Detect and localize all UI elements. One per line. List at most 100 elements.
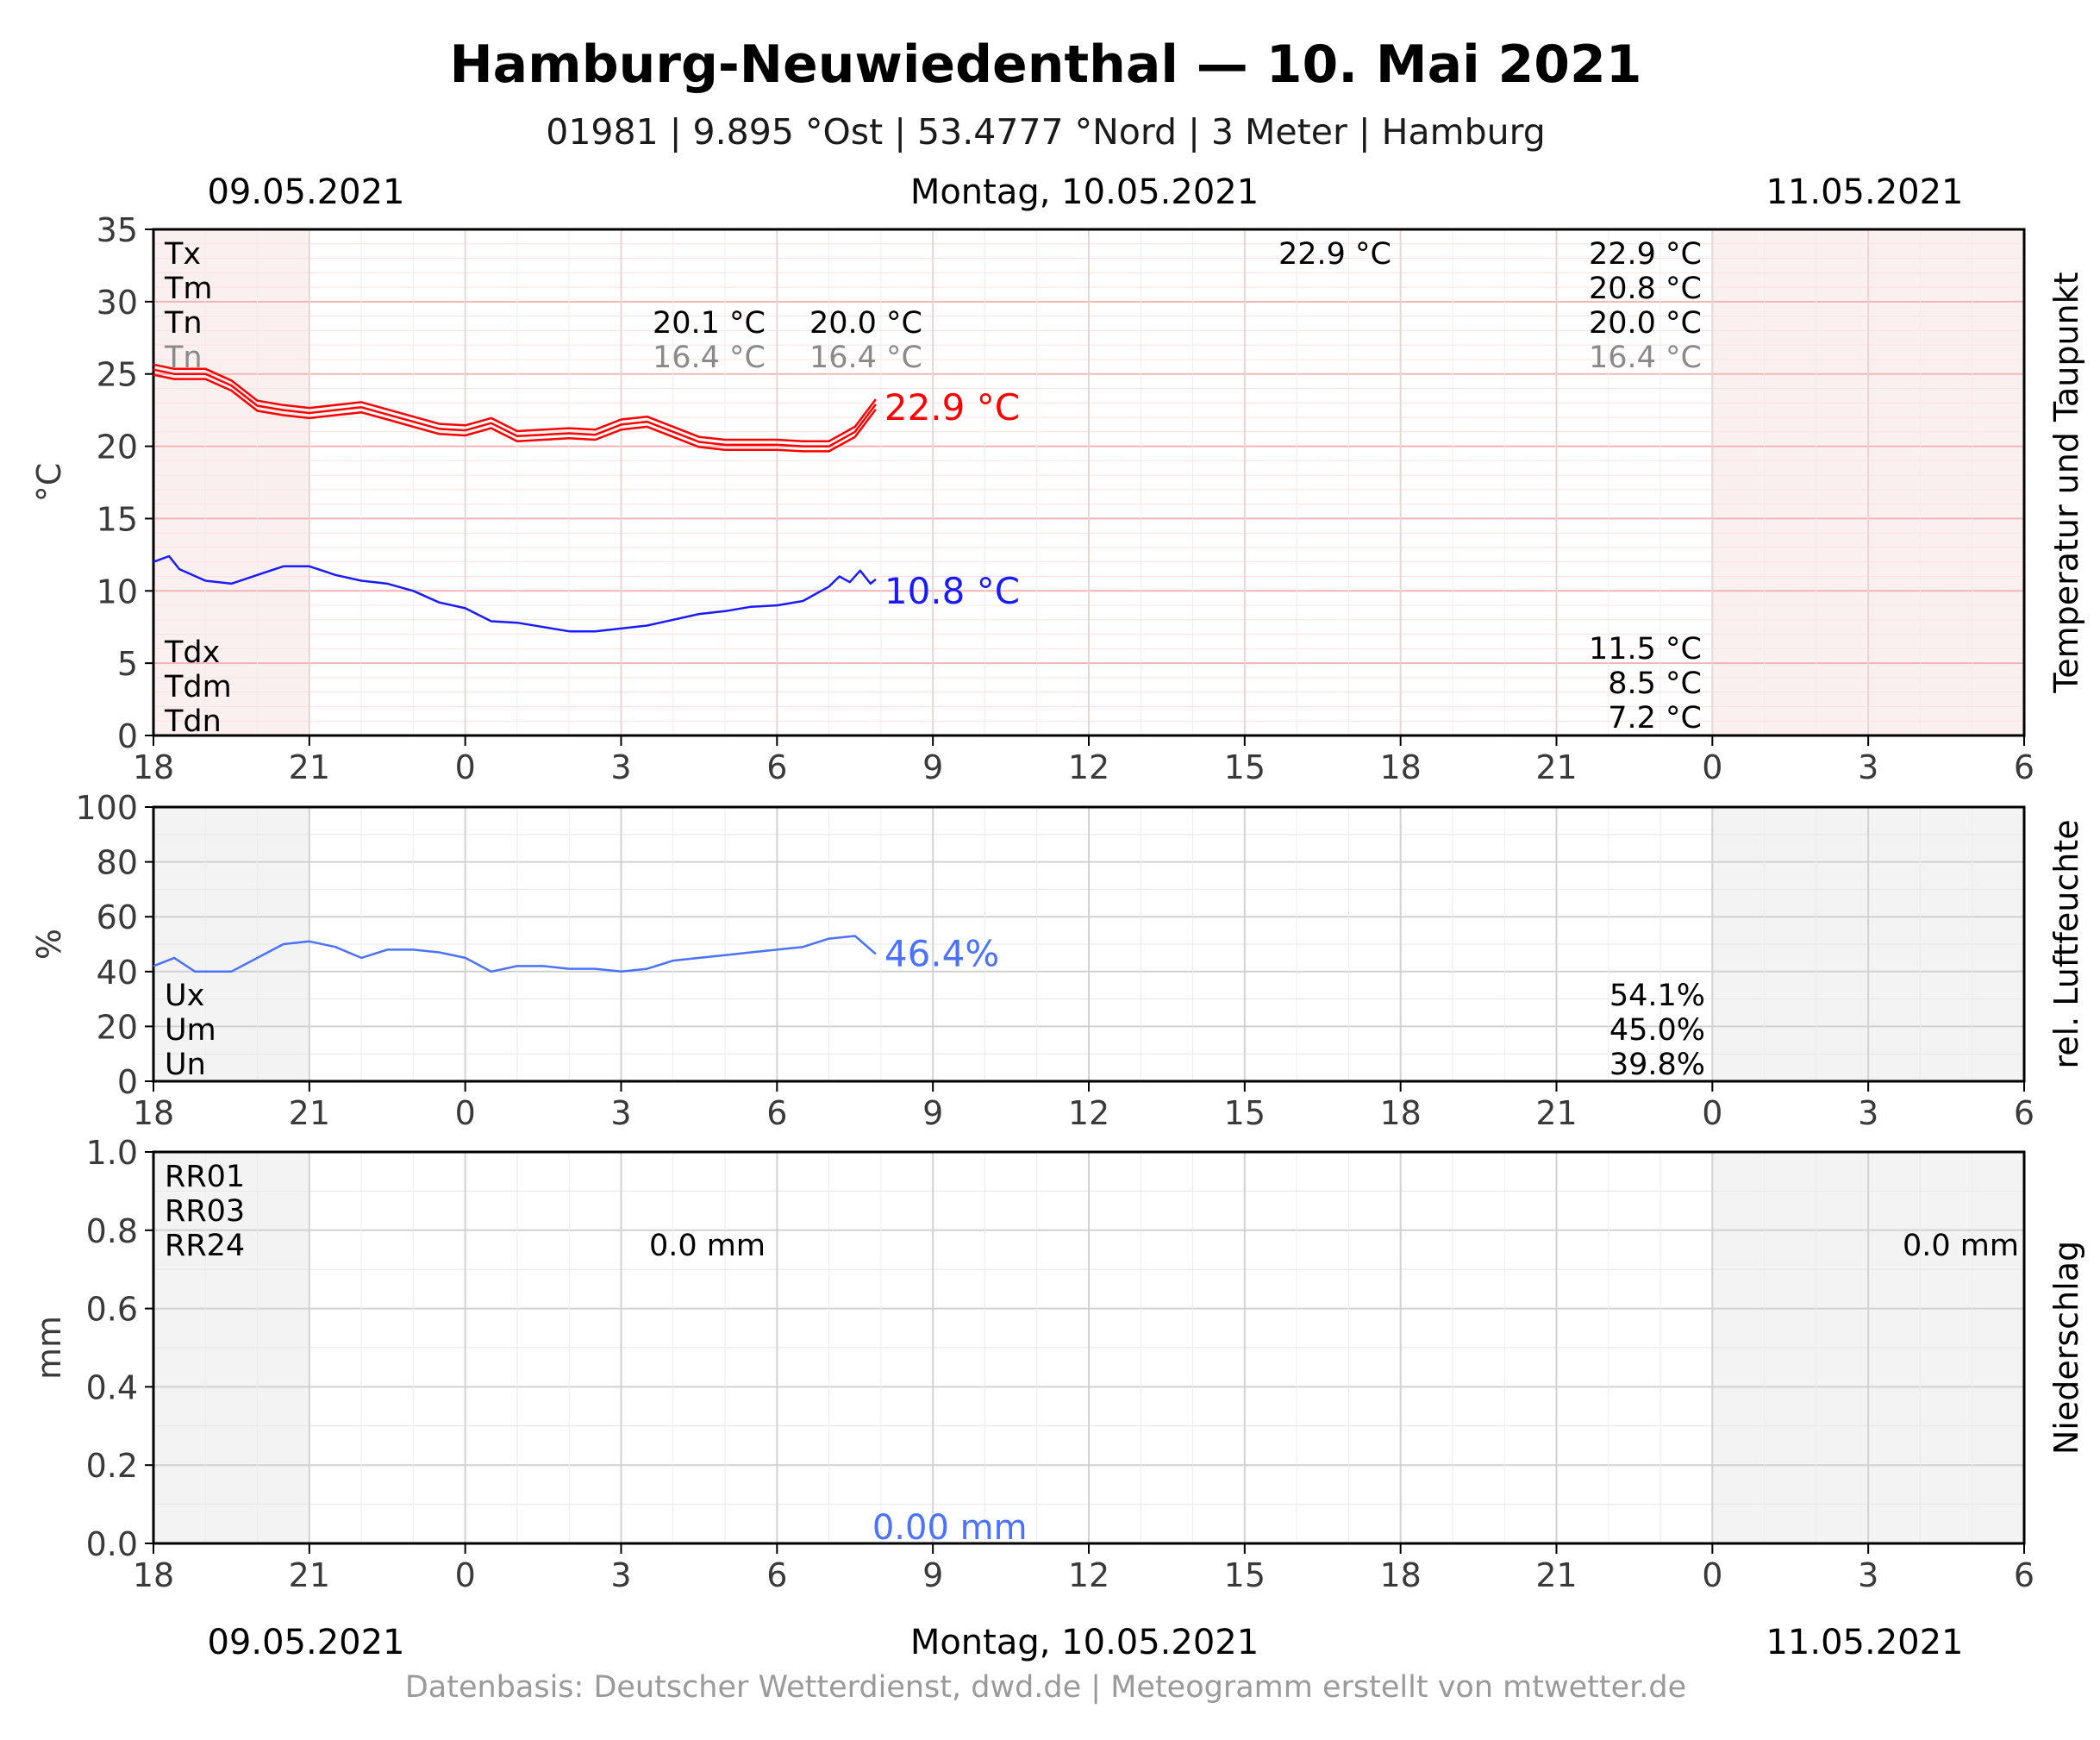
- dew-stat-label: Tdm: [164, 670, 232, 704]
- y-tick-label: 5: [117, 645, 138, 683]
- date-center-top: Montag, 10.05.2021: [910, 172, 1259, 212]
- chart-title: Hamburg-Neuwiedenthal — 10. Mai 2021: [449, 34, 1641, 95]
- humidity-last-label: 46.4%: [884, 932, 999, 974]
- x-tick-label: 15: [1224, 1556, 1266, 1594]
- stat-label: Tn: [164, 306, 203, 341]
- x-tick-label: 18: [1379, 748, 1421, 786]
- stat-tn-a: 20.1 °C: [653, 306, 766, 341]
- y-tick-label: 1.0: [86, 1134, 138, 1172]
- y-tick-label: 10: [97, 573, 138, 610]
- x-tick-label: 0: [455, 748, 476, 786]
- side-label: Temperatur und Taupunkt: [2047, 272, 2085, 693]
- x-tick-label: 21: [1535, 748, 1577, 786]
- y-tick-label: 0.2: [86, 1447, 138, 1485]
- y-tick-label: 35: [97, 211, 138, 249]
- x-tick-label: 0: [1702, 1094, 1722, 1132]
- x-tick-label: 0: [1702, 1556, 1722, 1594]
- x-tick-label: 18: [133, 1556, 174, 1594]
- side-label: Niederschlag: [2047, 1241, 2085, 1455]
- x-tick-label: 3: [610, 1556, 631, 1594]
- humidity-stat-value: 54.1%: [1609, 979, 1705, 1013]
- y-tick-label: 60: [97, 898, 138, 936]
- x-tick-label: 9: [922, 748, 943, 786]
- x-tick-label: 3: [1858, 1556, 1878, 1594]
- stat-label: Tn: [164, 341, 203, 375]
- y-tick-label: 80: [97, 844, 138, 882]
- humidity-stat-label: Un: [165, 1048, 206, 1082]
- temperature-line-max: [153, 363, 877, 442]
- temperature-panel: 18 21 0 3 6 9 12 15 18 21 0 3 6 0 5 10 15 20 25 30 35 °C Tempe…: [30, 211, 2085, 786]
- precip-stat-mid: 0.0 mm: [649, 1229, 766, 1263]
- y-tick-label: 0.4: [86, 1368, 138, 1406]
- dew-stat-value: 7.2 °C: [1608, 701, 1702, 735]
- x-tick-label: 3: [610, 1094, 631, 1132]
- stat-label: Tm: [164, 272, 212, 306]
- x-tick-label: 21: [289, 1556, 330, 1594]
- dew-stat-label: Tdx: [164, 635, 220, 670]
- night-shade-left: [153, 229, 309, 735]
- date-center-bottom: Montag, 10.05.2021: [910, 1623, 1259, 1662]
- dew-stat-label: Tdn: [164, 704, 222, 739]
- precip-stat-label: RR24: [165, 1229, 245, 1263]
- stat-value-right: 16.4 °C: [1589, 341, 1702, 375]
- dewpoint-last-label: 10.8 °C: [884, 570, 1020, 612]
- stat-dn-b: 16.4 °C: [809, 341, 922, 375]
- stat-tx-day: 22.9 °C: [1278, 237, 1391, 272]
- y-tick-label: 15: [97, 500, 138, 538]
- y-axis-label: °C: [30, 463, 68, 503]
- x-tick-label: 6: [2014, 1556, 2034, 1594]
- y-axis-label: mm: [30, 1316, 68, 1380]
- stat-dn-a: 16.4 °C: [653, 341, 766, 375]
- x-tick-label: 0: [455, 1094, 476, 1132]
- x-tick-label: 12: [1068, 1556, 1109, 1594]
- humidity-stat-value: 39.8%: [1609, 1048, 1705, 1082]
- x-tick-label: 18: [133, 1094, 174, 1132]
- x-tick-label: 18: [1379, 1556, 1421, 1594]
- x-tick-label: 12: [1068, 748, 1109, 786]
- x-tick-label: 21: [1535, 1556, 1577, 1594]
- precipitation-panel: 18 21 0 3 6 9 12 15 18 21 0 3 6 0.0 0.2 0.4 0.6 0.8 1.0 mm N…: [30, 1134, 2085, 1594]
- x-tick-label: 6: [766, 1094, 787, 1132]
- x-tick-label: 15: [1224, 1094, 1266, 1132]
- stat-value-right: 20.0 °C: [1589, 306, 1702, 341]
- y-tick-label: 0.6: [86, 1291, 138, 1329]
- stat-value-right: 20.8 °C: [1589, 272, 1702, 306]
- humidity-line: [153, 935, 877, 973]
- x-tick-label: 6: [2014, 748, 2034, 786]
- x-tick-label: 21: [1535, 1094, 1577, 1132]
- side-label: rel. Luftfeuchte: [2047, 819, 2085, 1068]
- humidity-stat-label: Um: [165, 1013, 216, 1048]
- x-tick-label: 3: [1858, 1094, 1878, 1132]
- x-tick-label: 12: [1068, 1094, 1109, 1132]
- dewpoint-line: [153, 554, 877, 633]
- x-tick-label: 21: [289, 748, 330, 786]
- dew-stat-value: 11.5 °C: [1589, 632, 1702, 667]
- date-right-top: 11.05.2021: [1766, 172, 1963, 212]
- dew-stat-value: 8.5 °C: [1608, 667, 1702, 701]
- x-tick-label: 9: [922, 1556, 943, 1594]
- x-tick-label: 21: [289, 1094, 330, 1132]
- precip-stat-right: 0.0 mm: [1903, 1229, 2019, 1263]
- x-tick-label: 6: [2014, 1094, 2034, 1132]
- y-tick-label: 20: [97, 429, 138, 466]
- precip-last-label: 0.00 mm: [872, 1508, 1028, 1548]
- y-tick-label: 25: [97, 356, 138, 394]
- x-tick-label: 15: [1224, 748, 1266, 786]
- y-tick-label: 0: [117, 717, 138, 755]
- precip-stat-label: RR03: [165, 1194, 245, 1229]
- y-tick-label: 40: [97, 954, 138, 992]
- x-tick-label: 6: [766, 1556, 787, 1594]
- precip-stat-label: RR01: [165, 1160, 245, 1194]
- y-axis-label: %: [30, 929, 68, 960]
- stat-label: Tx: [164, 237, 201, 272]
- chart-subtitle: 01981 | 9.895 °Ost | 53.4777 °Nord | 3 M…: [546, 111, 1546, 153]
- stat-value-right: 22.9 °C: [1589, 237, 1702, 272]
- x-tick-label: 6: [766, 748, 787, 786]
- temperature-last-label: 22.9 °C: [884, 386, 1020, 429]
- source-footer: Datenbasis: Deutscher Wetterdienst, dwd.…: [405, 1670, 1686, 1705]
- humidity-stat-label: Ux: [165, 979, 204, 1013]
- x-tick-label: 18: [133, 748, 174, 786]
- x-tick-label: 0: [455, 1556, 476, 1594]
